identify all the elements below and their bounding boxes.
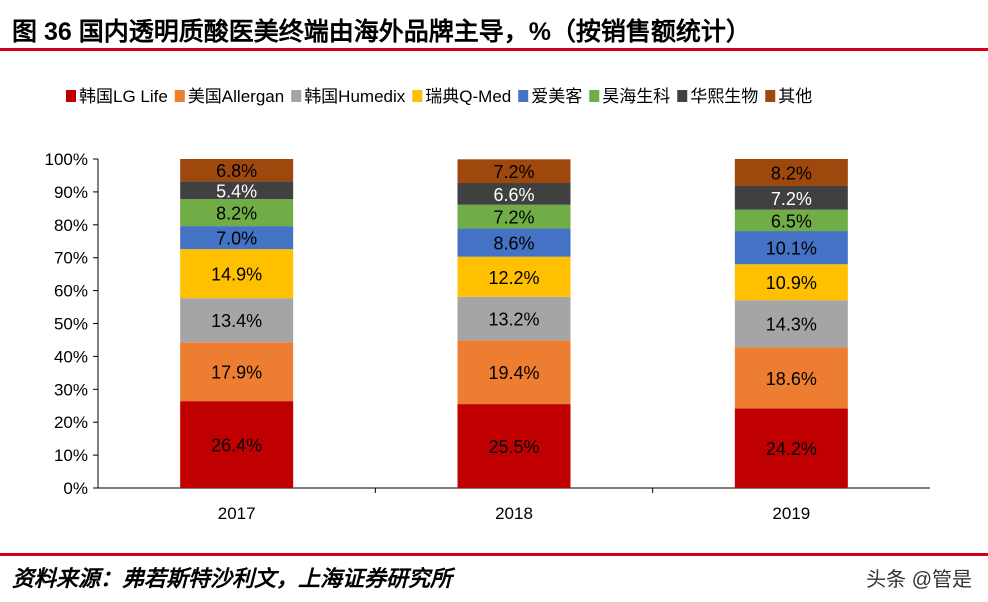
legend-swatch bbox=[174, 90, 185, 102]
bar-segment bbox=[457, 340, 571, 405]
data-label: 26.4% bbox=[211, 436, 262, 456]
y-tick-label: 100% bbox=[45, 150, 88, 169]
data-label: 8.2% bbox=[216, 204, 257, 224]
bar-segment bbox=[734, 185, 848, 210]
data-label: 8.2% bbox=[771, 163, 812, 183]
data-label: 18.6% bbox=[766, 369, 817, 389]
legend-label: 爱美客 bbox=[531, 87, 582, 106]
bar-segment bbox=[734, 300, 848, 348]
bar-segment bbox=[457, 159, 571, 184]
data-label: 6.6% bbox=[493, 185, 534, 205]
data-label: 7.0% bbox=[216, 229, 257, 249]
bar-segment bbox=[180, 181, 294, 200]
data-label: 7.2% bbox=[771, 189, 812, 209]
legend-swatch bbox=[765, 90, 776, 102]
legend-label: 美国Allergan bbox=[188, 87, 284, 106]
source-divider bbox=[0, 553, 988, 556]
bar-segment bbox=[457, 204, 571, 229]
data-label: 10.9% bbox=[766, 273, 817, 293]
legend-label: 瑞典Q-Med bbox=[425, 87, 511, 106]
legend-swatch bbox=[589, 90, 600, 102]
data-label: 6.8% bbox=[216, 161, 257, 181]
data-label: 19.4% bbox=[488, 363, 539, 383]
bar-segment bbox=[734, 159, 848, 186]
data-label: 17.9% bbox=[211, 363, 262, 383]
bar-segment bbox=[457, 404, 571, 488]
bar-segment bbox=[457, 296, 571, 341]
data-label: 12.2% bbox=[488, 268, 539, 288]
data-label: 5.4% bbox=[216, 181, 257, 201]
data-label: 7.2% bbox=[493, 208, 534, 228]
bar-segment bbox=[180, 401, 294, 488]
legend-label: 其他 bbox=[778, 87, 812, 106]
y-tick-label: 70% bbox=[54, 249, 88, 268]
data-label: 8.6% bbox=[493, 234, 534, 254]
data-label: 24.2% bbox=[766, 439, 817, 459]
x-tick-label: 2018 bbox=[495, 504, 533, 523]
y-tick-label: 20% bbox=[54, 413, 88, 432]
bar-segment bbox=[734, 209, 848, 232]
x-tick-label: 2019 bbox=[772, 504, 810, 523]
watermark: 头条 @管是 bbox=[866, 569, 972, 591]
legend-label: 韩国LG Life bbox=[79, 87, 168, 106]
bar-segment bbox=[734, 231, 848, 265]
bar-segment bbox=[180, 159, 294, 182]
legend-swatch bbox=[66, 90, 76, 102]
data-label: 6.5% bbox=[771, 211, 812, 231]
legend-swatch bbox=[291, 90, 302, 102]
y-tick-label: 40% bbox=[54, 347, 88, 366]
data-label: 14.9% bbox=[211, 265, 262, 285]
bar-segment bbox=[734, 347, 848, 409]
x-tick-label: 2017 bbox=[218, 504, 256, 523]
bar-segment bbox=[180, 249, 294, 299]
legend-label: 韩国Humedix bbox=[304, 87, 406, 106]
legend-swatch bbox=[518, 90, 529, 102]
data-label: 13.4% bbox=[211, 311, 262, 331]
bar-segment bbox=[457, 256, 571, 297]
y-tick-label: 0% bbox=[63, 479, 88, 498]
legend-label: 昊海生科 bbox=[602, 87, 670, 106]
legend-swatch bbox=[412, 90, 423, 102]
bar-segment bbox=[180, 298, 294, 343]
bar-segment bbox=[734, 408, 848, 488]
bar-segment bbox=[457, 183, 571, 205]
data-label: 25.5% bbox=[488, 437, 539, 457]
data-label: 7.2% bbox=[493, 162, 534, 182]
data-label: 14.3% bbox=[766, 315, 817, 335]
legend-swatch bbox=[677, 90, 688, 102]
y-tick-label: 10% bbox=[54, 446, 88, 465]
bar-segment bbox=[457, 228, 571, 257]
title-divider bbox=[0, 48, 988, 51]
y-tick-label: 30% bbox=[54, 380, 88, 399]
y-tick-label: 60% bbox=[54, 282, 88, 301]
data-label: 10.1% bbox=[766, 239, 817, 259]
bar-segment bbox=[734, 264, 848, 301]
chart-title: 图 36 国内透明质酸医美终端由海外品牌主导，%（按销售额统计） bbox=[12, 18, 751, 46]
bar-segment bbox=[180, 226, 294, 250]
bar-segment bbox=[180, 199, 294, 227]
source-note: 资料来源：弗若斯特沙利文，上海证券研究所 bbox=[12, 566, 453, 591]
bar-segment bbox=[180, 342, 294, 402]
data-label: 13.2% bbox=[488, 310, 539, 330]
y-tick-label: 80% bbox=[54, 216, 88, 235]
y-tick-label: 50% bbox=[54, 315, 88, 334]
legend-label: 华熙生物 bbox=[690, 87, 758, 106]
y-tick-label: 90% bbox=[54, 183, 88, 202]
